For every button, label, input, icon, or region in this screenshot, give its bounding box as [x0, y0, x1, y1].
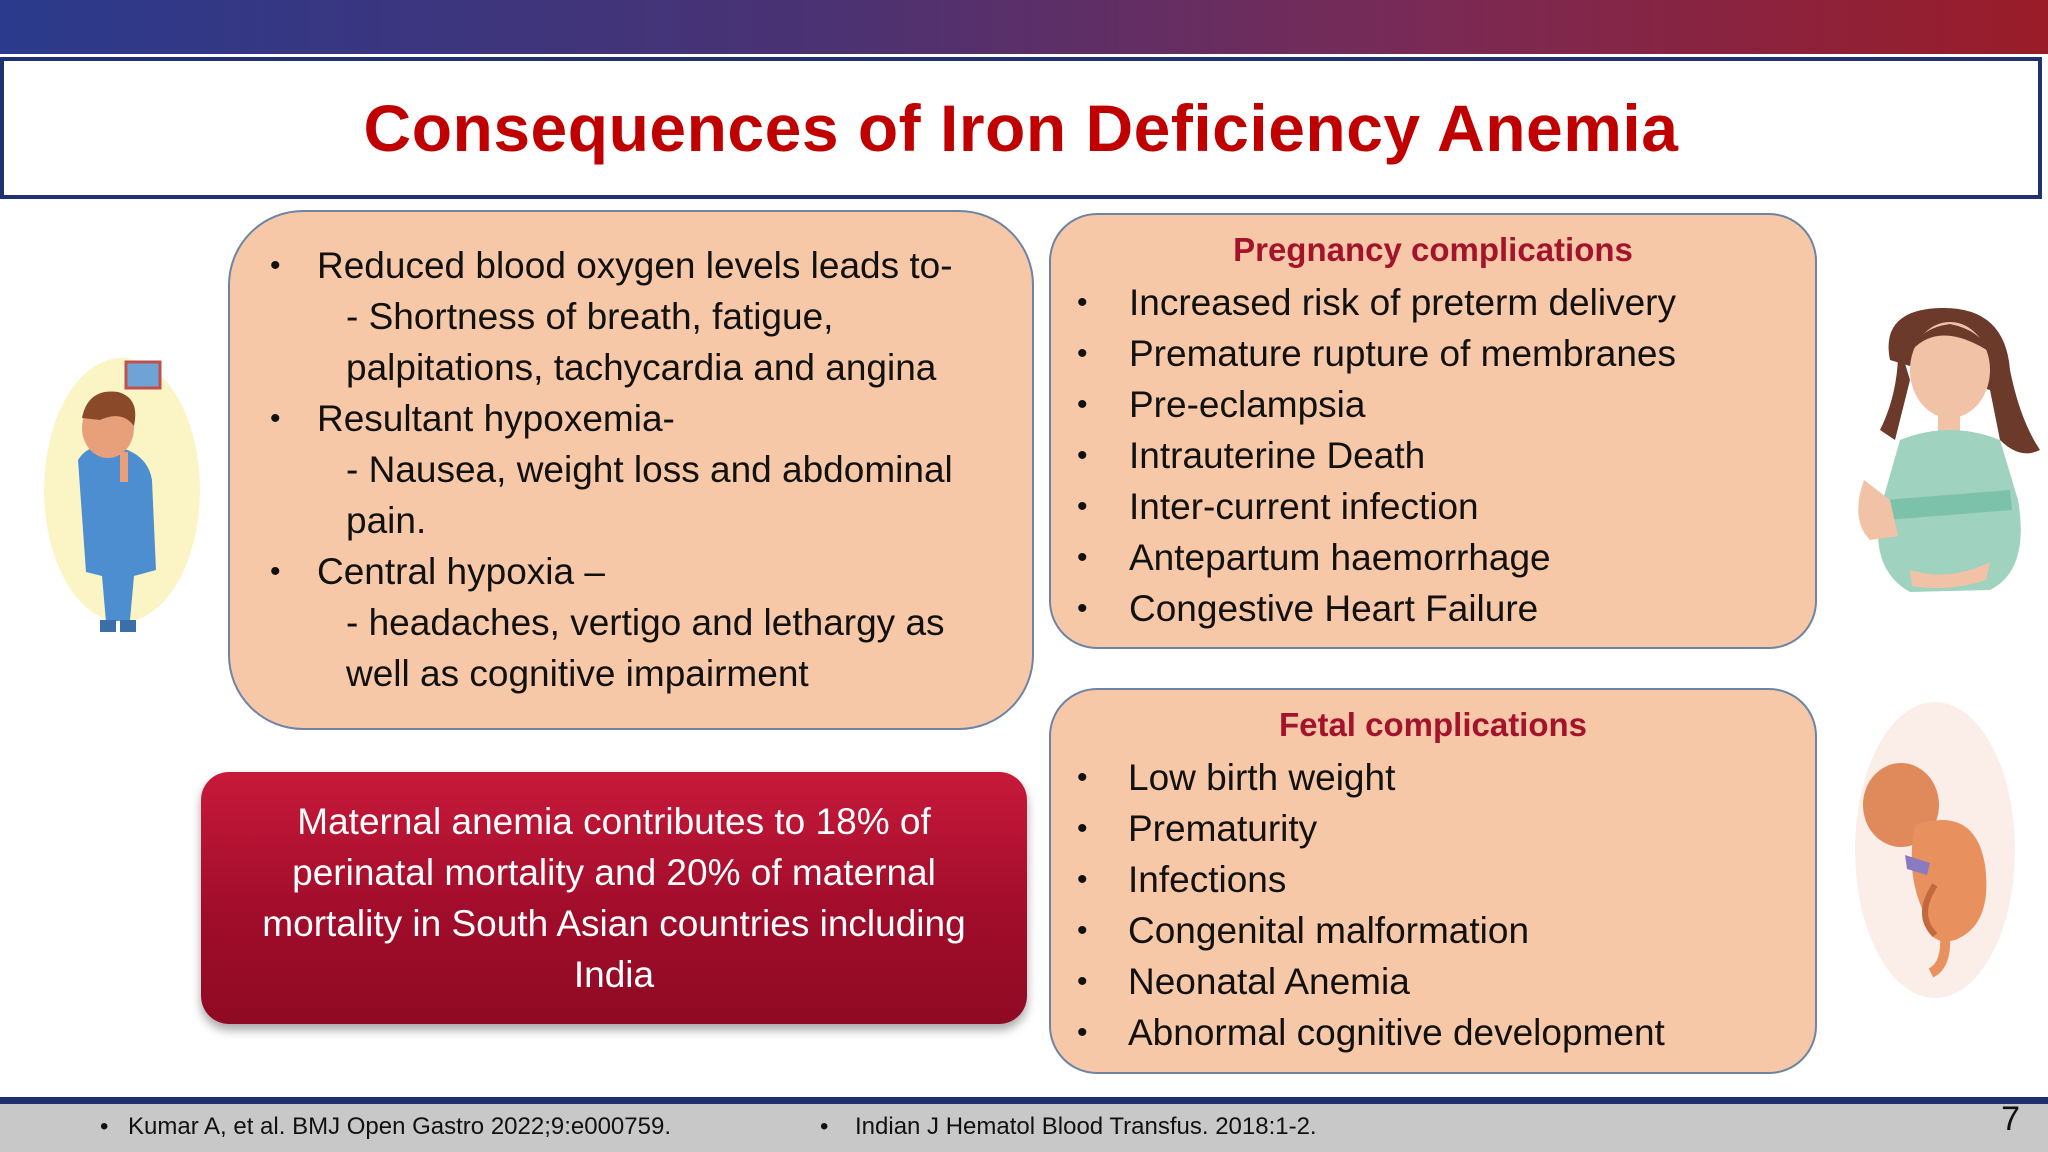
- bullet: •: [1077, 1016, 1088, 1049]
- slide-title: Consequences of Iron Deficiency Anemia: [363, 91, 1679, 165]
- bullet: •: [1077, 541, 1088, 574]
- pregnancy-item: Premature rupture of membranes: [1129, 333, 1677, 374]
- fetal-item: Prematurity: [1128, 808, 1318, 849]
- bullet: •: [270, 402, 281, 435]
- symptom-line: Resultant hypoxemia-: [317, 398, 675, 439]
- callout-text: Maternal anemia contributes to 18% of pe…: [262, 801, 966, 995]
- bullet: •: [1077, 286, 1088, 319]
- page-number: 7: [2001, 1100, 2020, 1138]
- bullet: •: [1077, 388, 1088, 421]
- symptom-line: - Shortness of breath, fatigue,: [346, 296, 834, 337]
- fetal-item: Congenital malformation: [1128, 910, 1530, 951]
- symptom-line: Reduced blood oxygen levels leads to-: [317, 245, 953, 286]
- bullet: •: [1077, 863, 1088, 896]
- bullet: •: [1077, 439, 1088, 472]
- pregnant-woman-illustration: [1858, 307, 2040, 592]
- fetal-item: Neonatal Anemia: [1128, 961, 1410, 1002]
- pregnancy-heading: Pregnancy complications: [1233, 231, 1633, 268]
- bullet: •: [1077, 812, 1088, 845]
- bullet: •: [1077, 490, 1088, 523]
- reference-2: Indian J Hematol Blood Transfus. 2018:1-…: [855, 1113, 1317, 1140]
- symptom-line: Central hypoxia –: [317, 551, 605, 592]
- bullet: •: [1077, 592, 1088, 625]
- bullet: •: [1077, 965, 1088, 998]
- symptom-line: - headaches, vertigo and lethargy as: [346, 602, 945, 643]
- fetal-item: Abnormal cognitive development: [1128, 1012, 1665, 1053]
- footer-bar: [0, 1104, 2048, 1152]
- pregnancy-item: Congestive Heart Failure: [1129, 588, 1539, 629]
- fetus-illustration: [1855, 702, 2015, 998]
- symptom-line: pain.: [346, 500, 427, 541]
- symptom-line: well as cognitive impairment: [346, 653, 809, 694]
- bullet: •: [820, 1113, 829, 1140]
- bullet: •: [270, 555, 281, 588]
- maternal-anemia-callout: Maternal anemia contributes to 18% of pe…: [201, 772, 1027, 1024]
- reference-1: Kumar A, et al. BMJ Open Gastro 2022;9:e…: [128, 1113, 671, 1140]
- bullet: •: [1077, 761, 1088, 794]
- fetal-item: Low birth weight: [1128, 757, 1396, 798]
- fetal-complications-card: Fetal complications • Low birth weight •…: [1049, 688, 1817, 1074]
- fetal-item: Infections: [1128, 859, 1287, 900]
- pregnancy-item: Increased risk of preterm delivery: [1129, 282, 1676, 323]
- bullet: •: [1077, 337, 1088, 370]
- title-banner: Consequences of Iron Deficiency Anemia: [0, 57, 2042, 199]
- bullet: •: [1077, 914, 1088, 947]
- pregnancy-complications-card: Pregnancy complications • Increased risk…: [1049, 213, 1817, 649]
- symptom-line: - Nausea, weight loss and abdominal: [346, 449, 953, 490]
- bullet: •: [270, 249, 281, 282]
- pregnancy-item: Antepartum haemorrhage: [1129, 537, 1551, 578]
- tired-man-illustration: [44, 358, 200, 632]
- pregnancy-item: Pre-eclampsia: [1129, 384, 1366, 425]
- footer-divider: [0, 1097, 2048, 1104]
- top-gradient-bar: [0, 0, 2048, 54]
- bullet: •: [100, 1113, 109, 1140]
- symptoms-card: • Reduced blood oxygen levels leads to- …: [228, 210, 1034, 730]
- pregnancy-item: Intrauterine Death: [1129, 435, 1426, 476]
- symptom-line: palpitations, tachycardia and angina: [346, 347, 937, 388]
- pregnancy-item: Inter-current infection: [1129, 486, 1479, 527]
- fetal-heading: Fetal complications: [1278, 706, 1588, 743]
